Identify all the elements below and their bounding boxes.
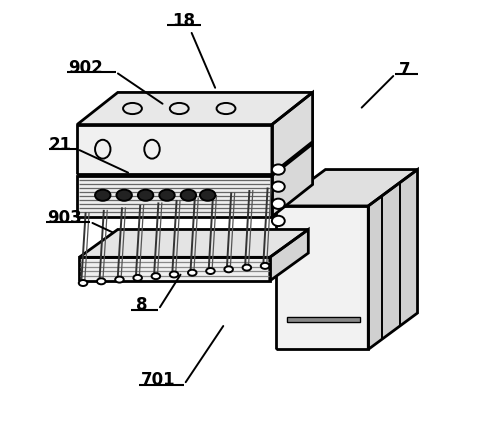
Polygon shape (77, 125, 272, 175)
Ellipse shape (152, 273, 160, 280)
Ellipse shape (224, 267, 233, 273)
Ellipse shape (97, 279, 106, 285)
Ellipse shape (242, 265, 251, 271)
Text: 903: 903 (47, 208, 82, 226)
Ellipse shape (272, 182, 285, 192)
Ellipse shape (261, 263, 270, 269)
Ellipse shape (133, 275, 142, 281)
Text: 8: 8 (136, 296, 147, 314)
Ellipse shape (200, 190, 215, 201)
Ellipse shape (181, 190, 196, 201)
Ellipse shape (116, 190, 132, 201)
Polygon shape (79, 230, 308, 258)
Ellipse shape (115, 277, 124, 283)
Polygon shape (368, 170, 417, 350)
Polygon shape (272, 144, 313, 217)
Polygon shape (79, 258, 270, 281)
Polygon shape (272, 93, 313, 175)
Polygon shape (77, 93, 313, 125)
Text: 18: 18 (173, 12, 195, 30)
Ellipse shape (95, 190, 111, 201)
Polygon shape (276, 170, 417, 206)
Ellipse shape (170, 272, 178, 278)
Ellipse shape (272, 216, 285, 227)
Polygon shape (77, 177, 272, 217)
Text: 902: 902 (68, 58, 103, 77)
Ellipse shape (159, 190, 175, 201)
Text: 21: 21 (49, 135, 72, 154)
Ellipse shape (138, 190, 153, 201)
Ellipse shape (206, 268, 215, 274)
Text: 701: 701 (141, 371, 176, 388)
Ellipse shape (188, 270, 196, 276)
Polygon shape (287, 317, 360, 322)
Text: 7: 7 (399, 61, 410, 79)
Ellipse shape (79, 280, 87, 286)
Ellipse shape (272, 165, 285, 175)
Ellipse shape (272, 199, 285, 209)
Polygon shape (270, 230, 308, 281)
Polygon shape (276, 206, 368, 350)
